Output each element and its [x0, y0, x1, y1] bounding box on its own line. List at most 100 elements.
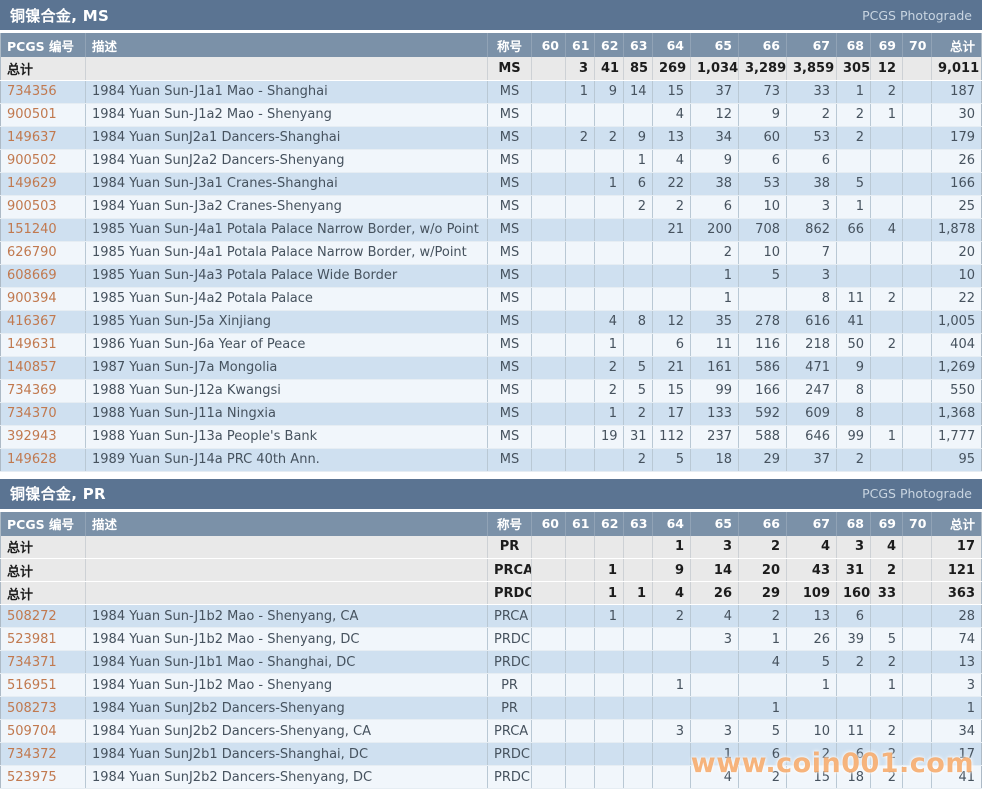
grade-62-count-cell: [594, 149, 624, 173]
column-header-grade-69: 69: [870, 33, 903, 57]
grade-67-count-cell: 646: [786, 425, 837, 449]
pcgs-number-link[interactable]: 508272: [7, 608, 57, 624]
designation-cell: MS: [487, 287, 532, 311]
pcgs-number-link[interactable]: 734371: [7, 654, 57, 670]
photograde-link[interactable]: PCGS Photograde: [862, 7, 972, 23]
total-grade-60-cell: [531, 581, 566, 605]
pcgs-number-link[interactable]: 608669: [7, 268, 57, 283]
grade-69-count-cell: [870, 448, 903, 472]
coin-description: 1984 Yuan Sun-J1a1 Mao - Shanghai: [85, 80, 488, 104]
pcgs-number-link[interactable]: 734372: [7, 746, 57, 762]
grade-68-count-cell: 2: [836, 448, 871, 472]
pcgs-number-link[interactable]: 900503: [7, 199, 57, 214]
coin-description: 1989 Yuan Sun-J14a PRC 40th Ann.: [85, 448, 488, 472]
grade-67-count-cell: 38: [786, 172, 837, 196]
grade-66-count-cell: 29: [738, 448, 787, 472]
pcgs-number-link[interactable]: 140857: [7, 360, 57, 375]
grade-60-count-cell: [531, 287, 566, 311]
total-grade-62-cell: 41: [594, 57, 624, 81]
coin-description: 1986 Yuan Sun-J6a Year of Peace: [85, 333, 488, 357]
grade-69-count-cell: [870, 126, 903, 150]
row-total-cell: 187: [931, 80, 982, 104]
designation-cell: MS: [487, 425, 532, 449]
grade-60-count-cell: [531, 425, 566, 449]
total-grade-66-cell: 29: [738, 581, 787, 605]
pcgs-number-link[interactable]: 509704: [7, 723, 57, 739]
pcgs-number-link[interactable]: 149629: [7, 176, 57, 191]
grade-63-count-cell: [623, 333, 653, 357]
grade-68-count-cell: 50: [836, 333, 871, 357]
grade-64-count-cell: [652, 241, 691, 265]
grade-68-count-cell: 18: [836, 765, 871, 789]
grade-61-count-cell: [565, 287, 595, 311]
total-label: 总计: [0, 558, 86, 582]
table-row: 523975 1984 Yuan SunJ2b2 Dancers-Shenyang…: [0, 765, 982, 789]
grade-70-count-cell: [902, 719, 932, 743]
column-header-grade-61: 61: [565, 511, 595, 536]
grade-66-count-cell: 278: [738, 310, 787, 334]
grade-63-count-cell: 6: [623, 172, 653, 196]
grade-64-count-cell: [652, 650, 691, 674]
pcgs-number-link[interactable]: 149628: [7, 452, 57, 467]
grade-63-count-cell: 2: [623, 402, 653, 426]
pcgs-number-link[interactable]: 149631: [7, 337, 57, 352]
coin-description: 1984 Yuan Sun-J1b2 Mao - Shenyang, DC: [85, 627, 488, 651]
pcgs-number-link[interactable]: 734369: [7, 383, 57, 398]
pcgs-number-cell: 416367: [0, 310, 86, 334]
column-header-grade-66: 66: [738, 33, 787, 57]
grade-60-count-cell: [531, 650, 566, 674]
pcgs-number-cell: 900394: [0, 287, 86, 311]
pcgs-number-link[interactable]: 900502: [7, 153, 57, 168]
grade-66-count-cell: 53: [738, 172, 787, 196]
total-grade-70-cell: [902, 535, 932, 559]
grade-61-count-cell: [565, 333, 595, 357]
grade-67-count-cell: 6: [786, 149, 837, 173]
total-label: 总计: [0, 535, 86, 559]
grade-69-count-cell: 2: [870, 287, 903, 311]
row-total-cell: 22: [931, 287, 982, 311]
total-grade-61-cell: [565, 558, 595, 582]
grade-69-count-cell: 2: [870, 765, 903, 789]
pcgs-number-link[interactable]: 416367: [7, 314, 57, 329]
pcgs-number-link[interactable]: 900394: [7, 291, 57, 306]
coin-description: 1988 Yuan Sun-J12a Kwangsi: [85, 379, 488, 403]
pcgs-number-link[interactable]: 151240: [7, 222, 57, 237]
pcgs-number-link[interactable]: 734370: [7, 406, 57, 421]
grade-64-count-cell: 13: [652, 126, 691, 150]
column-header-grade-61: 61: [565, 33, 595, 57]
grade-67-count-cell: 2: [786, 742, 837, 766]
grade-63-count-cell: [623, 604, 653, 628]
pcgs-number-cell: 734356: [0, 80, 86, 104]
photograde-link[interactable]: PCGS Photograde: [862, 486, 972, 501]
grade-60-count-cell: [531, 126, 566, 150]
pcgs-number-link[interactable]: 900501: [7, 107, 57, 122]
pcgs-number-link[interactable]: 734356: [7, 84, 57, 99]
grade-65-count-cell: 161: [690, 356, 739, 380]
grade-65-count-cell: 1: [690, 264, 739, 288]
pcgs-number-link[interactable]: 516951: [7, 677, 57, 693]
total-description-cell: [85, 558, 488, 582]
row-total-cell: 28: [931, 604, 982, 628]
grade-62-count-cell: [594, 673, 624, 697]
pcgs-number-link[interactable]: 392943: [7, 429, 57, 444]
pcgs-number-link[interactable]: 523981: [7, 631, 57, 647]
coin-description: 1984 Yuan SunJ2a2 Dancers-Shenyang: [85, 149, 488, 173]
grade-61-count-cell: [565, 356, 595, 380]
grade-67-count-cell: 53: [786, 126, 837, 150]
grade-60-count-cell: [531, 604, 566, 628]
total-row: 总计 PRDC 1 1 4 26 29 109 160 33 363: [0, 581, 982, 605]
grade-64-count-cell: 2: [652, 604, 691, 628]
total-grade-63-cell: 1: [623, 581, 653, 605]
grade-64-count-cell: 15: [652, 80, 691, 104]
designation-cell: MS: [487, 218, 532, 242]
coin-description: 1985 Yuan Sun-J4a1 Potala Palace Narrow …: [85, 241, 488, 265]
pcgs-number-link[interactable]: 508273: [7, 700, 57, 716]
grade-63-count-cell: 31: [623, 425, 653, 449]
grade-63-count-cell: 5: [623, 356, 653, 380]
pcgs-number-link[interactable]: 626790: [7, 245, 57, 260]
grade-61-count-cell: [565, 742, 595, 766]
pcgs-number-link[interactable]: 149637: [7, 130, 57, 145]
designation-cell: MS: [487, 402, 532, 426]
pcgs-number-link[interactable]: 523975: [7, 769, 57, 785]
total-label: 总计: [0, 581, 86, 605]
